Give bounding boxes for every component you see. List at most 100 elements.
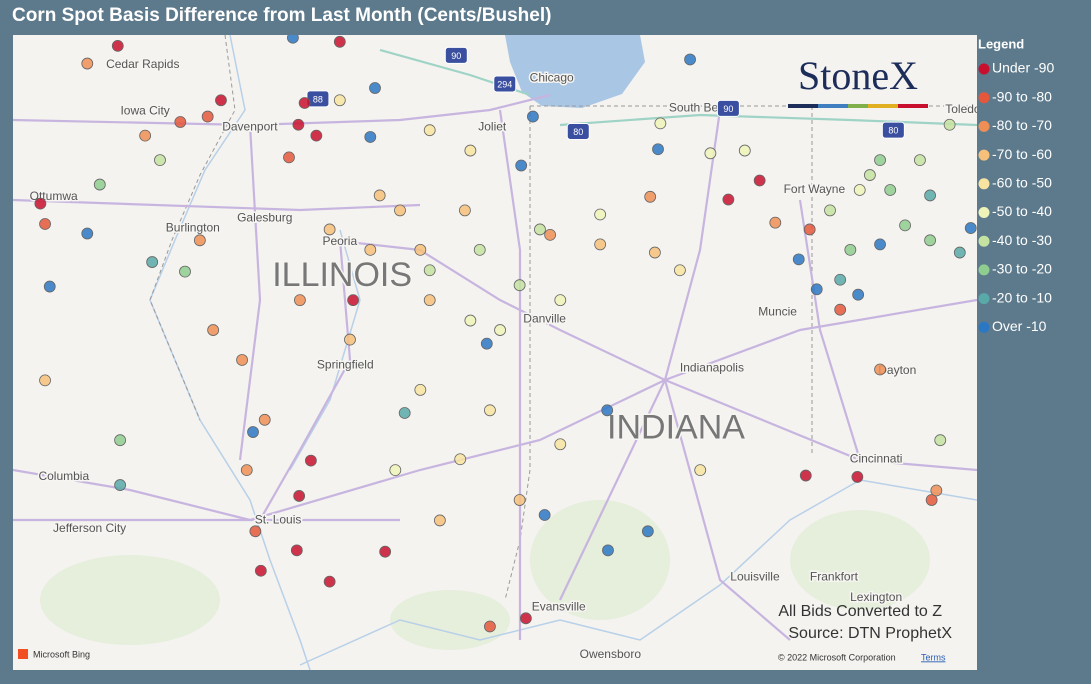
bid-point	[193, 234, 206, 247]
bid-point	[304, 454, 317, 467]
bid-point	[513, 279, 526, 292]
legend-label: -30 to -20	[992, 261, 1052, 277]
terms-link[interactable]: Terms	[921, 652, 946, 662]
city-label: Lexington	[850, 590, 902, 604]
bid-point	[201, 110, 214, 123]
bid-point	[139, 129, 152, 142]
bid-point	[694, 464, 707, 477]
city-label: Cincinnati	[850, 451, 903, 465]
bid-point	[534, 223, 546, 236]
bid-point	[379, 545, 392, 558]
city-label: Peoria	[322, 234, 357, 248]
bid-point	[254, 564, 267, 577]
bid-point	[283, 151, 295, 164]
bid-point	[369, 82, 381, 94]
note-text: All Bids Converted to Z	[778, 603, 942, 620]
bid-point	[851, 471, 864, 483]
bid-point	[423, 294, 436, 307]
legend-label: -40 to -30	[992, 232, 1052, 248]
legend-swatch	[978, 120, 990, 132]
bid-point	[899, 219, 911, 232]
city-label: Fort Wayne	[784, 182, 846, 196]
state-label: INDIANA	[607, 408, 745, 446]
shield-label: 80	[888, 126, 898, 136]
bid-point	[834, 303, 847, 316]
legend-swatch	[978, 178, 990, 190]
legend-label: Over -10	[992, 318, 1047, 334]
shield-label: 90	[451, 51, 461, 61]
shield-badge	[881, 121, 905, 139]
bid-point	[464, 314, 477, 327]
bid-point	[554, 294, 567, 307]
bid-point	[258, 413, 271, 426]
bid-point	[39, 218, 51, 230]
city-label: Louisville	[730, 570, 780, 584]
bid-point	[834, 273, 847, 286]
bid-point	[722, 193, 735, 206]
bid-point	[652, 143, 664, 156]
bid-point	[930, 484, 943, 497]
bid-point	[853, 184, 866, 196]
legend-swatch	[978, 293, 990, 305]
legend-swatch	[978, 92, 990, 104]
bid-point	[473, 243, 486, 256]
legend-swatch	[978, 149, 990, 161]
bid-point	[293, 490, 306, 502]
shield-badge	[716, 99, 740, 117]
bid-point	[43, 280, 56, 293]
legend-label: -60 to -50	[992, 175, 1052, 191]
legend-swatch	[978, 321, 990, 333]
label-layer: ILLINOIS INDIANA Cedar Rapids Iowa City Dave…	[28, 46, 981, 663]
bid-point	[799, 469, 812, 482]
legend-label: Under -90	[992, 60, 1054, 76]
legend-swatch	[978, 207, 990, 218]
bid-point	[458, 204, 471, 217]
city-label: Evansville	[532, 600, 586, 614]
city-label: Owensboro	[580, 647, 642, 661]
city-label: Cedar Rapids	[106, 57, 179, 71]
state-label: ILLINOIS	[272, 256, 412, 294]
city-label: Toledo	[945, 102, 981, 116]
bid-point	[844, 243, 857, 256]
legend-swatch	[978, 235, 990, 247]
interstate-shield: 90	[444, 46, 468, 64]
bid-point	[943, 118, 956, 131]
bid-point	[953, 246, 966, 259]
legend-label: -50 to -40	[992, 203, 1052, 219]
bid-point	[81, 57, 94, 70]
bid-point	[644, 190, 657, 203]
shield-label: 90	[723, 104, 733, 114]
bid-point	[964, 222, 977, 234]
terrain	[40, 500, 930, 650]
bid-point	[433, 514, 446, 527]
bid-point	[310, 129, 323, 142]
bid-point	[464, 144, 477, 157]
city-label: Davenport	[222, 120, 278, 134]
city-label: Muncie	[758, 305, 797, 319]
map-title: Corn Spot Basis Difference from Last Mon…	[12, 5, 551, 26]
bid-point	[924, 234, 936, 247]
bid-point	[298, 97, 311, 109]
bid-point	[924, 189, 936, 202]
city-label: Danville	[523, 311, 566, 325]
city-label: St. Louis	[255, 513, 302, 527]
city-label: Joliet	[478, 120, 507, 134]
shield-label: 80	[573, 127, 583, 137]
bid-point	[914, 154, 926, 166]
bid-point	[515, 159, 528, 172]
shield-badge	[493, 75, 517, 93]
bid-point	[236, 354, 248, 366]
interstate-shield: 90	[716, 99, 740, 117]
bid-point	[594, 238, 607, 251]
bid-point	[414, 243, 427, 256]
bid-point	[249, 525, 262, 538]
bid-point	[364, 131, 377, 143]
bid-point	[480, 337, 493, 350]
shield-label: 294	[497, 79, 512, 89]
bid-point	[863, 169, 876, 181]
bid-point	[824, 204, 836, 217]
attribution: Microsoft Bing	[33, 649, 90, 659]
bid-point	[389, 464, 402, 477]
bid-point	[753, 174, 766, 187]
